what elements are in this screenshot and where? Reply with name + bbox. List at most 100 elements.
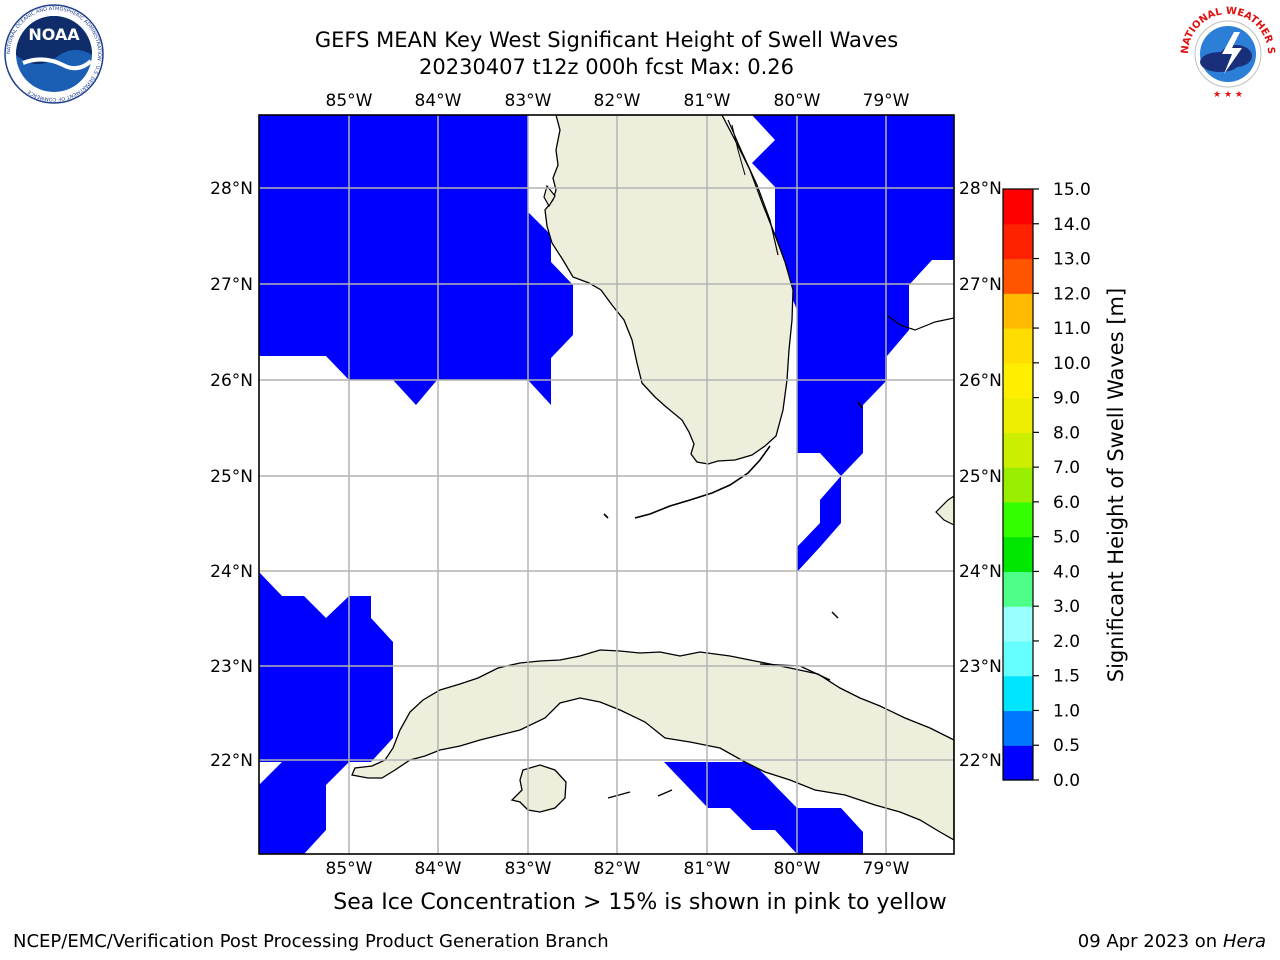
- coast-cuba-cays-2: [657, 789, 673, 797]
- lat-label-left: 27°N: [210, 275, 253, 295]
- lat-label-right: 28°N: [959, 179, 1002, 199]
- colorbar-tick-label: 5.0: [1053, 528, 1080, 548]
- colorbar-tick-label: 15.0: [1053, 180, 1091, 200]
- coast-florida-keys: [634, 445, 771, 519]
- lon-label-top: 81°W: [684, 91, 731, 111]
- chart-title-line1: GEFS MEAN Key West Significant Height of…: [314, 28, 899, 52]
- sea-ice-note: Sea Ice Concentration > 15% is shown in …: [333, 890, 947, 915]
- colorbar-segment: [1003, 223, 1033, 260]
- colorbar-tick-label: 7.0: [1053, 458, 1080, 478]
- footer-credit: NCEP/EMC/Verification Post Processing Pr…: [13, 931, 609, 952]
- colorbar-segment: [1003, 710, 1033, 746]
- lon-labels-top: 85°W 84°W 83°W 82°W 81°W 80°W 79°W: [326, 91, 910, 111]
- noaa-logo-text: NOAA: [28, 25, 80, 44]
- lat-label-left: 22°N: [210, 751, 253, 771]
- lon-label-bottom: 82°W: [594, 859, 641, 879]
- lat-label-right: 24°N: [959, 562, 1002, 582]
- colorbar-tick-label: 3.0: [1053, 597, 1080, 617]
- lon-label-bottom: 83°W: [505, 859, 552, 879]
- lat-labels-left: 28°N 27°N 26°N 25°N 24°N 23°N 22°N: [210, 179, 253, 771]
- lat-label-right: 25°N: [959, 467, 1002, 487]
- map-frame: [258, 114, 955, 855]
- colorbar-segment: [1003, 328, 1033, 364]
- swell-region-gulf-southwest: [259, 572, 393, 854]
- colorbar-tick-label: 9.0: [1053, 389, 1080, 409]
- colorbar-segment: [1003, 536, 1033, 573]
- colorbar-segment: [1003, 745, 1033, 781]
- lat-label-left: 24°N: [210, 562, 253, 582]
- colorbar-tick-label: 1.0: [1053, 701, 1080, 721]
- colorbar-segment: [1003, 293, 1033, 329]
- colorbar-segment: [1003, 606, 1033, 642]
- colorbar-segment: [1003, 571, 1033, 607]
- land-andros: [935, 495, 954, 526]
- land-anclote-key: [543, 184, 556, 208]
- colorbar-tick-label: 13.0: [1053, 250, 1091, 270]
- land-florida: [544, 115, 794, 465]
- footer-date: 09 Apr 2023 on Hera: [1078, 931, 1266, 952]
- coast-cay-sal: [831, 611, 839, 619]
- lat-label-left: 28°N: [210, 179, 253, 199]
- colorbar-tick-label: 8.0: [1053, 423, 1080, 443]
- lon-label-top: 83°W: [505, 91, 552, 111]
- lat-label-right: 27°N: [959, 275, 1002, 295]
- colorbar-tick-label: 4.0: [1053, 562, 1080, 582]
- colorbar-tick-label: 6.0: [1053, 493, 1080, 513]
- lon-label-bottom: 85°W: [326, 859, 373, 879]
- coast-indian-river: [727, 119, 779, 256]
- lon-label-top: 80°W: [774, 91, 821, 111]
- colorbar-tick-label: 1.5: [1053, 667, 1080, 687]
- lon-label-top: 85°W: [326, 91, 373, 111]
- nws-stars: ★ ★ ★: [1213, 90, 1243, 100]
- lat-label-right: 26°N: [959, 371, 1002, 391]
- colorbar-tick-label: 12.0: [1053, 284, 1091, 304]
- nws-logo: NATIONAL WEATHER SERVICE ★ ★ ★: [1178, 4, 1276, 102]
- lon-label-top: 82°W: [594, 91, 641, 111]
- colorbar-segment: [1003, 397, 1033, 433]
- lon-label-bottom: 80°W: [774, 859, 821, 879]
- lon-label-bottom: 84°W: [415, 859, 462, 879]
- colorbar-ticks: 0.0 0.5 1.0 1.5 2.0 3.0 4.0 5.0 6.0 7.0 8.0 9.0 10.0…: [1033, 180, 1091, 791]
- lon-labels-bottom: 85°W 84°W 83°W 82°W 81°W 80°W 79°W: [326, 859, 910, 879]
- colorbar-segment: [1003, 501, 1033, 538]
- colorbar-tick-label: 14.0: [1053, 215, 1091, 235]
- lat-label-left: 26°N: [210, 371, 253, 391]
- colorbar-segment: [1003, 258, 1033, 294]
- land-isle-of-youth: [510, 764, 567, 813]
- coast-dry-tortugas: [603, 513, 609, 519]
- colorbar-label: Significant Height of Swell Waves [m]: [1104, 288, 1128, 682]
- colorbar-segment: [1003, 467, 1033, 503]
- coast-cuba-cays-1: [607, 791, 631, 799]
- swell-region-atlantic-north: [752, 115, 954, 476]
- colorbar-segment: [1003, 675, 1033, 712]
- noaa-logo: NOAA NATIONAL OCEANIC AND ATMOSPHERIC AD…: [4, 4, 104, 104]
- lon-label-top: 84°W: [415, 91, 462, 111]
- swell-region-caribbean: [664, 762, 863, 854]
- lat-labels-right: 28°N 27°N 26°N 25°N 24°N 23°N 22°N: [959, 179, 1002, 771]
- lon-label-bottom: 81°W: [684, 859, 731, 879]
- lat-label-right: 23°N: [959, 657, 1002, 677]
- colorbar-tick-label: 10.0: [1053, 354, 1091, 374]
- footer-host: Hera: [1222, 931, 1266, 952]
- colorbar-tick-label: 11.0: [1053, 319, 1091, 339]
- map-content: [259, 115, 954, 854]
- colorbar-segment: [1003, 640, 1033, 677]
- colorbar-segment: [1003, 362, 1033, 399]
- lat-label-right: 22°N: [959, 751, 1002, 771]
- colorbar-segments: [1003, 189, 1033, 781]
- lat-label-left: 23°N: [210, 657, 253, 677]
- footer-date-text: 09 Apr 2023 on: [1077, 931, 1223, 952]
- chart-title-line2: 20230407 t12z 000h fcst Max: 0.26: [419, 55, 794, 79]
- lon-label-top: 79°W: [863, 91, 910, 111]
- coast-grand-bahama: [887, 315, 954, 331]
- coast-bimini: [857, 401, 863, 409]
- coast-cape-canaveral: [731, 124, 746, 176]
- lon-label-bottom: 79°W: [863, 859, 910, 879]
- lat-label-left: 25°N: [210, 467, 253, 487]
- colorbar-segment: [1003, 189, 1033, 225]
- colorbar-tick-label: 2.0: [1053, 632, 1080, 652]
- colorbar-segment: [1003, 432, 1033, 468]
- colorbar-tick-label: 0.0: [1053, 771, 1080, 791]
- map-gridlines: [259, 115, 954, 854]
